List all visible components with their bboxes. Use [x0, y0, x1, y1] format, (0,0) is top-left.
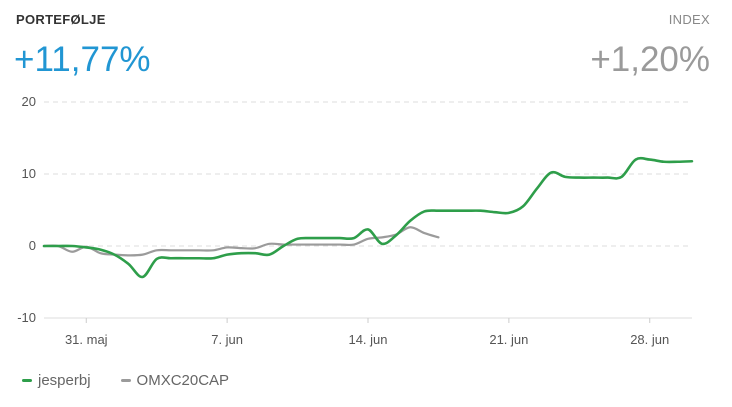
y-tick-label: -10	[17, 310, 36, 325]
legend-label-portfolio: jesperbj	[38, 372, 91, 389]
index-label: INDEX	[668, 12, 710, 27]
chart-series	[42, 156, 694, 279]
x-tick-label: 7. jun	[211, 332, 243, 347]
legend-swatch-portfolio	[22, 379, 32, 382]
legend-swatch-index	[120, 379, 131, 382]
x-tick-label: 14. jun	[348, 332, 387, 347]
x-tick-label: 28. jun	[630, 332, 669, 347]
y-tick-label: 0	[29, 238, 36, 253]
chart-legend: jesperbj OMXC20CAP	[22, 372, 229, 389]
legend-label-index: OMXC20CAP	[136, 372, 230, 389]
x-tick-label: 21. jun	[489, 332, 528, 347]
series-line-omxc20cap	[42, 226, 440, 257]
legend-item-index[interactable]: OMXC20CAP	[120, 372, 230, 389]
y-tick-label: 20	[22, 94, 36, 109]
portfolio-return-value: +11,77%	[14, 40, 151, 79]
chart-grid	[44, 101, 692, 319]
chart-axes: 20 10 0 -10 31. maj 7. jun 14. jun 21. jun 28. j…	[17, 94, 669, 347]
y-tick-label: 10	[22, 166, 36, 181]
legend-item-portfolio[interactable]: jesperbj	[22, 372, 91, 389]
series-line-jesperbj	[42, 156, 694, 279]
x-tick-label: 31. maj	[65, 332, 108, 347]
portfolio-label: PORTEFØLJE	[16, 12, 106, 27]
index-return-value: +1,20%	[590, 40, 710, 79]
